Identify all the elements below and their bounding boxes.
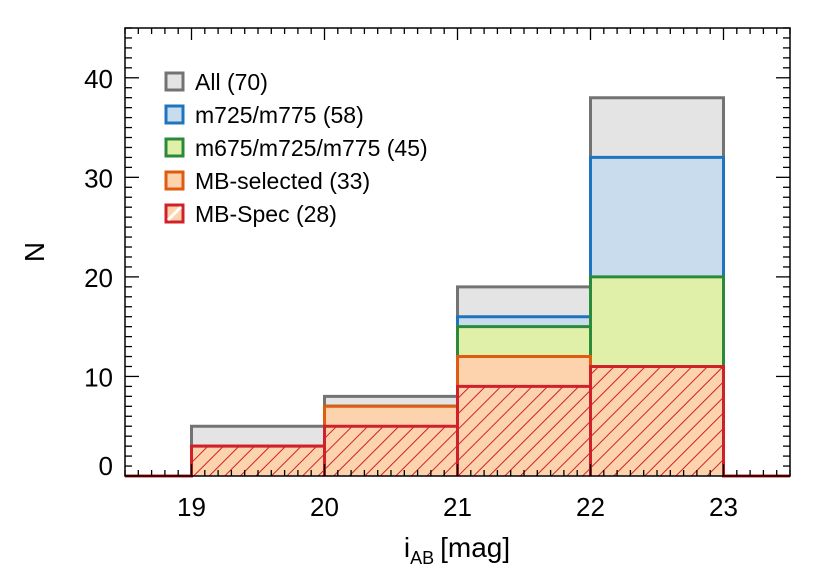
legend-item: All (70) (164, 69, 268, 95)
y-tick-label: 30 (84, 163, 113, 193)
bar-hatch (324, 426, 458, 476)
x-tick-label: 22 (576, 492, 605, 522)
y-tick-label: 40 (84, 64, 113, 94)
y-tick-label: 20 (84, 263, 113, 293)
bar-hatch (457, 386, 591, 476)
legend-item: m675/m725/m775 (45) (164, 135, 428, 161)
legend-hatch (166, 205, 183, 222)
y-tick-label: 10 (84, 362, 113, 392)
x-tick-label: 20 (310, 492, 339, 522)
y-axis-label: N (19, 242, 50, 262)
legend-label: m725/m775 (58) (195, 102, 364, 128)
series-4 (125, 364, 790, 478)
bar-hatch (590, 366, 724, 476)
legend-item: MB-Spec (28) (164, 201, 337, 227)
legend-label: MB-selected (33) (195, 168, 370, 194)
legend-swatch (164, 104, 185, 125)
legend-swatch (164, 137, 185, 158)
legend-swatch (164, 71, 185, 92)
legend-label: m675/m725/m775 (45) (195, 135, 428, 161)
x-tick-label: 19 (177, 492, 206, 522)
legend-swatch (164, 170, 185, 191)
legend-label: MB-Spec (28) (195, 201, 337, 227)
x-tick-label: 23 (709, 492, 738, 522)
legend-item: m725/m775 (58) (164, 102, 364, 128)
x-axis-label: iAB [mag] (404, 532, 510, 568)
y-tick-label: 0 (99, 451, 113, 481)
x-tick-label: 21 (443, 492, 472, 522)
legend-item: MB-selected (33) (164, 168, 370, 194)
legend-label: All (70) (195, 69, 268, 95)
